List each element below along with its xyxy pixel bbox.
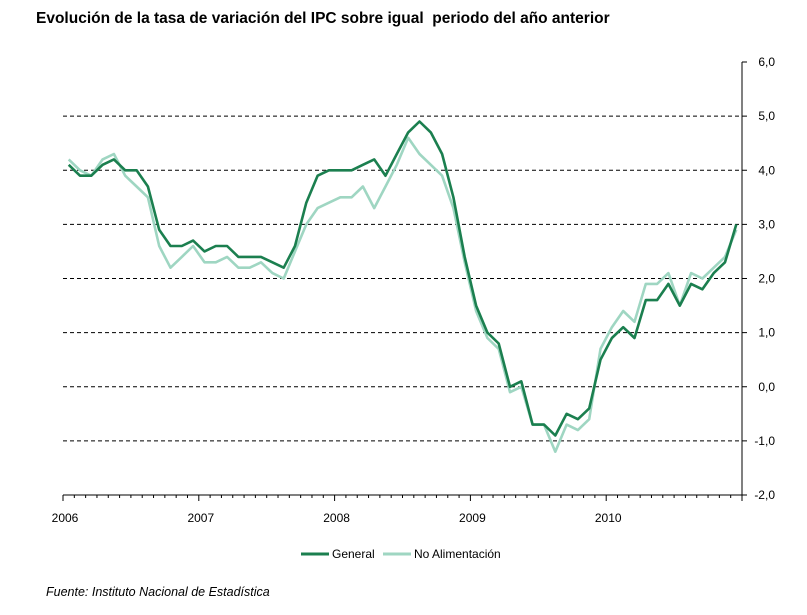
series-line-general (67, 120, 738, 437)
x-tick-label: 2007 (187, 511, 214, 525)
axes: 6,0 5,0 4,0 3,0 2,0 1,0 0,0 -1,0 -2,0 2006 2007 200… (52, 55, 776, 525)
legend-label: General (332, 547, 375, 561)
y-tick-label: 1,0 (758, 326, 775, 340)
x-tick-label: 2009 (459, 511, 486, 525)
y-tick-label: -2,0 (754, 488, 775, 502)
x-tick-label: 2010 (595, 511, 622, 525)
y-tick-label: 3,0 (758, 217, 775, 231)
source-note: Fuente: Instituto Nacional de Estadístic… (46, 585, 270, 599)
y-tick-label: 4,0 (758, 163, 775, 177)
series-line-no-alimentacion (67, 136, 738, 454)
x-tick-label: 2008 (323, 511, 350, 525)
legend: General No Alimentación (301, 547, 501, 561)
legend-label: No Alimentación (414, 547, 501, 561)
y-tick-label: -1,0 (754, 434, 775, 448)
chart-title: Evolución de la tasa de variación del IP… (36, 10, 610, 27)
y-tick-label: 2,0 (758, 272, 775, 286)
series-lines (67, 120, 738, 454)
y-tick-label: 5,0 (758, 109, 775, 123)
x-tick-label: 2006 (52, 511, 79, 525)
y-tick-label: 0,0 (758, 380, 775, 394)
y-tick-label: 6,0 (758, 55, 775, 69)
gridlines (63, 115, 742, 442)
